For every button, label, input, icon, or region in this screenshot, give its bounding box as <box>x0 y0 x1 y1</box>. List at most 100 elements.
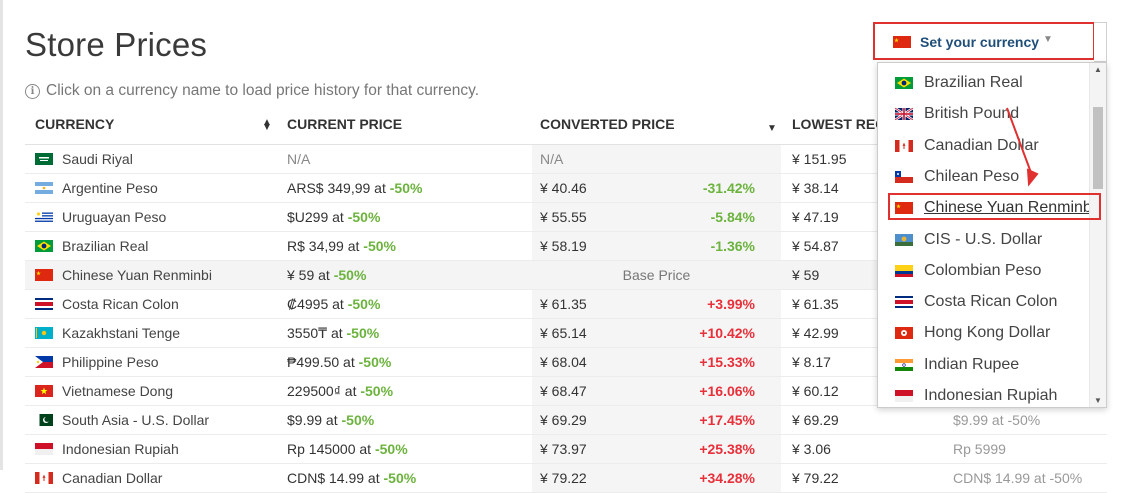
lowest-price: ¥ 69.29 <box>792 412 839 428</box>
currency-option[interactable]: Indonesian Rupiah <box>878 380 1090 407</box>
currency-name-link[interactable]: Vietnamese Dong <box>62 383 174 399</box>
indonesia-flag-icon <box>35 443 53 455</box>
page-left-border <box>0 0 3 470</box>
currency-name-link[interactable]: Uruguayan Peso <box>62 209 167 225</box>
header-current-price[interactable]: CURRENT PRICE <box>287 116 403 132</box>
converted-price: ¥ 68.04 <box>540 354 587 370</box>
current-price-value: $U299 at <box>287 209 344 225</box>
canada-flag-icon <box>35 472 53 484</box>
header-lowest[interactable]: LOWEST REC <box>792 116 886 132</box>
currency-option[interactable]: Hong Kong Dollar <box>878 317 1090 347</box>
currency-option-label: Chilean Peso <box>924 167 1020 185</box>
currency-option[interactable]: British Pound <box>878 98 1090 128</box>
converted-price: N/A <box>540 151 564 167</box>
currency-name-link[interactable]: Costa Rican Colon <box>62 296 179 312</box>
discount-badge: -50% <box>347 296 381 312</box>
current-price-value: ¥ 59 at <box>287 267 330 283</box>
current-price-value: 229500₫ at <box>287 383 357 399</box>
currency-option[interactable]: Canadian Dollar <box>878 130 1090 160</box>
table-row: Indonesian Rupiah Rp 145000 at -50% ¥ 73.9… <box>25 435 1107 464</box>
kazakhstan-flag-icon <box>35 327 53 339</box>
converted-cell-bg <box>532 406 781 434</box>
currency-name-link[interactable]: Philippine Peso <box>62 354 159 370</box>
discount-badge: -50% <box>346 325 380 341</box>
currency-option-label: Brazilian Real <box>924 74 1023 91</box>
discount-badge: -50% <box>383 470 417 486</box>
currency-option[interactable]: Costa Rican Colon <box>878 286 1090 316</box>
converted-price: ¥ 65.14 <box>540 325 587 341</box>
scroll-up-icon[interactable]: ▲ <box>1094 65 1102 74</box>
currency-name-link[interactable]: Indonesian Rupiah <box>62 441 179 457</box>
currency-dropdown: Brazilian Real British Pound Canadian Doll… <box>877 62 1107 408</box>
currency-name-link[interactable]: South Asia - U.S. Dollar <box>62 412 210 428</box>
price-difference: -1.36% <box>710 238 755 254</box>
sort-down-icon[interactable]: ▼ <box>767 123 777 134</box>
table-row: Philippine Peso ₱499.50 at -50% ¥ 68.04 +15… <box>25 348 1107 377</box>
currency-option[interactable]: Chilean Peso <box>878 161 1090 191</box>
discount-badge: -50% <box>374 441 408 457</box>
brazil-flag-icon <box>895 77 913 89</box>
currency-option[interactable]: Brazilian Real <box>878 67 1090 97</box>
scroll-down-icon[interactable]: ▼ <box>1094 396 1102 405</box>
table-row: Kazakhstani Tenge 3550₸ at -50% ¥ 65.14 +10… <box>25 319 1107 348</box>
header-currency[interactable]: CURRENCY <box>35 116 115 132</box>
table-row: Brazilian Real R$ 34,99 at -50% ¥ 58.19 -1.… <box>25 232 1107 261</box>
info-icon: i <box>25 83 40 99</box>
lowest-price: ¥ 60.12 <box>792 383 839 399</box>
converted-price: ¥ 79.22 <box>540 470 587 486</box>
currency-option[interactable]: CIS - U.S. Dollar <box>878 224 1090 254</box>
converted-price: ¥ 58.19 <box>540 238 587 254</box>
vietnam-flag-icon <box>35 385 53 397</box>
argentina-flag-icon <box>35 182 53 194</box>
currency-name-link[interactable]: Canadian Dollar <box>62 470 163 486</box>
set-currency-label: Set your currency <box>920 34 1040 50</box>
discount-badge: -50% <box>363 238 396 254</box>
china-flag-icon <box>895 202 913 215</box>
pakistan-flag-icon <box>35 414 53 426</box>
lowest-price: ¥ 3.06 <box>792 441 831 457</box>
lowest-price: ¥ 151.95 <box>792 151 847 167</box>
currency-option-label: Colombian Peso <box>924 261 1042 279</box>
currency-name-link[interactable]: Chinese Yuan Renminbi <box>62 267 212 283</box>
price-difference: +25.38% <box>699 441 755 457</box>
price-difference: +3.99% <box>707 296 755 312</box>
sort-both-icon[interactable]: ▲ ▼ <box>262 117 272 133</box>
lowest-recorded-extra: $9.99 at -50% <box>953 412 1041 428</box>
currency-name-link[interactable]: Brazilian Real <box>62 238 149 254</box>
currency-name-link[interactable]: Kazakhstani Tenge <box>62 325 181 341</box>
currency-option[interactable]: Indian Rupee <box>878 349 1090 379</box>
scroll-thumb[interactable] <box>1093 107 1103 189</box>
lowest-price: ¥ 38.14 <box>792 180 839 196</box>
colombia-flag-icon <box>895 264 913 277</box>
price-difference: -31.42% <box>702 180 755 196</box>
discount-badge: -50% <box>341 412 375 428</box>
lowest-recorded-extra: CDN$ 14.99 at -50% <box>953 470 1083 486</box>
converted-price: ¥ 68.47 <box>540 383 587 399</box>
currency-option-label: CIS - U.S. Dollar <box>924 230 1043 248</box>
table-row: Argentine Peso ARS$ 349,99 at -50% ¥ 40.46… <box>25 174 1107 203</box>
currency-option[interactable]: Colombian Peso <box>878 255 1090 285</box>
china-flag-icon <box>893 36 911 48</box>
selector-border <box>1094 22 1107 62</box>
header-converted-price[interactable]: CONVERTED PRICE <box>540 116 675 132</box>
current-price-value: ₡4995 at <box>287 296 344 312</box>
converted-cell-bg <box>532 203 781 231</box>
canada-flag-icon <box>895 139 913 152</box>
converted-cell-bg <box>532 174 781 202</box>
converted-cell-bg <box>532 377 781 405</box>
current-price-value: CDN$ 14.99 at <box>287 470 380 486</box>
lowest-price: ¥ 47.19 <box>792 209 839 225</box>
table-header-row: CURRENCY ▲ ▼ CURRENT PRICE CONVERTED PRIC… <box>25 108 1107 145</box>
currency-option[interactable]: Chinese Yuan Renminb <box>878 192 1092 222</box>
table-row: South Asia - U.S. Dollar $9.99 at -50% ¥ 6… <box>25 406 1107 435</box>
converted-cell-bg <box>532 435 781 463</box>
currency-name-link[interactable]: Argentine Peso <box>62 180 158 196</box>
converted-cell-bg <box>532 145 781 173</box>
price-difference: +16.06% <box>699 383 755 399</box>
dropdown-scrollbar[interactable]: ▲ ▼ <box>1089 63 1106 407</box>
converted-price: ¥ 55.55 <box>540 209 587 225</box>
currency-name-link[interactable]: Saudi Riyal <box>62 151 133 167</box>
set-currency-button[interactable]: Set your currency ▼ <box>873 22 1095 60</box>
lowest-price: ¥ 79.22 <box>792 470 839 486</box>
table-row: Canadian Dollar CDN$ 14.99 at -50% ¥ 79.22… <box>25 464 1107 493</box>
